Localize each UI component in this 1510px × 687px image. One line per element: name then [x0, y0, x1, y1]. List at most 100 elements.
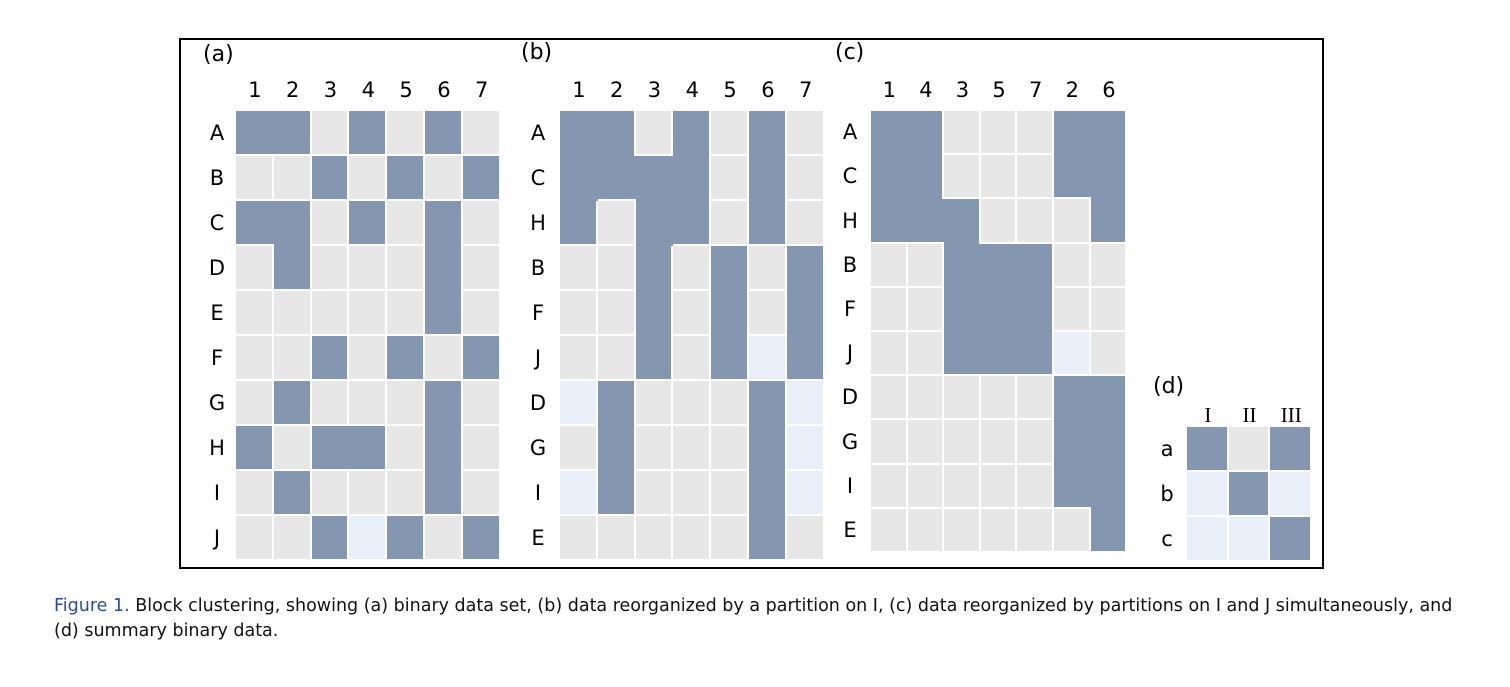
panel-a-cell: [273, 246, 312, 291]
panel-c-cell: [980, 376, 1018, 421]
panel-b-cell: [635, 201, 674, 246]
panel-d-row-label: c: [1161, 526, 1173, 551]
panel-a-row-label: D: [208, 255, 226, 280]
panel-a-cell: [462, 471, 501, 516]
panel-a-cell: [425, 471, 463, 516]
panel-c-cell: [1090, 155, 1128, 200]
panel-a-cell: [349, 156, 388, 201]
panel-a-cell: [311, 426, 350, 471]
panel-b-cell: [635, 516, 674, 561]
panel-a-cell: [387, 516, 425, 561]
panel-c-cell: [1054, 464, 1091, 509]
panel-d-cell: [1187, 427, 1229, 472]
panel-b-cell: [597, 156, 636, 201]
panel-b-cell: [786, 201, 825, 246]
panel-a-cell: [236, 336, 274, 381]
panel-b-cell: [711, 246, 749, 291]
panel-d-cell: [1187, 517, 1229, 562]
panel-a-cell: [462, 201, 501, 246]
panel-b-cell: [635, 156, 674, 201]
caption-text: Block clustering, showing (a) binary dat…: [54, 596, 1453, 641]
panel-a-cell: [236, 156, 274, 201]
panel-c-cell: [944, 332, 981, 377]
panel-c-cell: [871, 287, 908, 332]
panel-b-cell: [673, 471, 712, 516]
panel-c-cell: [944, 420, 981, 465]
panel-c-cell: [907, 199, 945, 244]
panel-c-column-label: 2: [1065, 78, 1079, 102]
panel-c-cell: [1090, 464, 1128, 509]
panel-a-cell: [273, 291, 312, 336]
panel-a-cell: [349, 336, 388, 381]
panel-b-cell: [749, 156, 787, 201]
panel-d-column-label: I: [1204, 403, 1212, 427]
panel-a-cell: [236, 471, 274, 516]
panel-b-cell: [673, 291, 712, 336]
panel-b-cell: [560, 471, 598, 516]
figure-frame: [179, 38, 1324, 569]
panel-c-cell: [1017, 199, 1054, 244]
panel-b-row-label: A: [530, 120, 546, 145]
panel-c-cell: [1054, 508, 1091, 553]
panel-b-cell: [597, 111, 636, 156]
panel-a-row-label: I: [213, 480, 221, 505]
panel-b-cell: [786, 111, 825, 156]
panel-d-cell: [1228, 427, 1271, 472]
panel-b-cell: [635, 291, 674, 336]
panel-c-cell: [944, 287, 981, 332]
panel-b-column-label: 4: [685, 78, 699, 102]
panel-d-cell: [1187, 472, 1229, 517]
panel-a-cell: [387, 291, 425, 336]
panel-b-cell: [597, 336, 636, 381]
panel-b-cell: [673, 246, 712, 291]
panel-b-cell: [786, 246, 825, 291]
panel-c-cell: [1090, 111, 1128, 156]
panel-a-cell: [236, 426, 274, 471]
panel-a-row-label: C: [209, 210, 225, 235]
panel-c-cell: [1090, 287, 1128, 332]
panel-b-row-label: G: [529, 435, 547, 460]
panel-a-cell: [462, 336, 501, 381]
panel-b-row-label: I: [534, 480, 542, 505]
panel-b-row-label: F: [531, 300, 545, 325]
panel-b-cell: [673, 336, 712, 381]
panel-c-row-label: F: [843, 296, 857, 321]
panel-c-cell: [907, 376, 945, 421]
panel-a-cell: [273, 156, 312, 201]
panel-b-cell: [635, 471, 674, 516]
panel-a-cell: [311, 336, 350, 381]
panel-c-cell: [907, 155, 945, 200]
panel-c-row-label: B: [842, 252, 858, 277]
panel-c-cell: [1017, 508, 1054, 553]
panel-b-cell: [673, 201, 712, 246]
panel-c-cell: [1054, 376, 1091, 421]
panel-d-cell: [1270, 472, 1313, 517]
panel-a-cell: [349, 201, 388, 246]
panel-c-cell: [1090, 243, 1128, 288]
panel-a-cell: [425, 336, 463, 381]
panel-c-cell: [944, 243, 981, 288]
panel-a-cell: [311, 201, 350, 246]
panel-c-cell: [944, 155, 981, 200]
panel-a-cell: [311, 381, 350, 426]
panel-c-cell: [1054, 243, 1091, 288]
panel-c-cell: [944, 199, 981, 244]
panel-a-cell: [462, 156, 501, 201]
panel-b-cell: [786, 336, 825, 381]
panel-b-cell: [560, 246, 598, 291]
panel-a-cell: [349, 111, 388, 156]
panel-b-cell: [560, 111, 598, 156]
panel-b-cell: [597, 471, 636, 516]
panel-a-row-label: G: [208, 390, 226, 415]
panel-b-cell: [673, 426, 712, 471]
panel-a-cell: [425, 246, 463, 291]
panel-a-cell: [311, 516, 350, 561]
panel-b-label: (b): [521, 40, 553, 65]
panel-a-cell: [236, 291, 274, 336]
panel-c-cell: [1017, 464, 1054, 509]
panel-b-row-label: B: [530, 255, 546, 280]
panel-a-cell: [349, 426, 388, 471]
panel-a-cell: [462, 426, 501, 471]
panel-b-column-label: 5: [723, 78, 737, 102]
panel-c-cell: [980, 332, 1018, 377]
